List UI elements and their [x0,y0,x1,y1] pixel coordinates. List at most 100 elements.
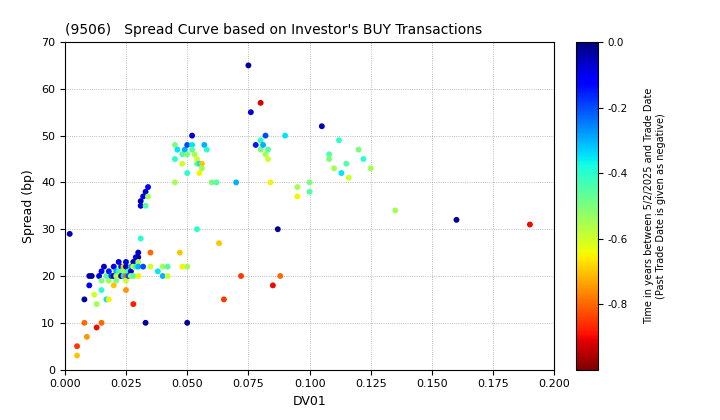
Point [115,263,127,270]
Point [181,263,193,270]
Point [98,263,109,270]
Point [78,296,90,303]
Point [192,226,203,233]
Point [213,240,225,247]
Point [125,268,137,275]
Point [260,151,271,158]
Point [194,170,205,176]
Point [130,263,142,270]
Point [113,268,125,275]
Point [192,156,203,163]
Point [199,142,210,148]
Point [132,249,144,256]
Point [127,259,139,265]
Point [262,146,274,153]
Point [125,263,137,270]
Point [265,179,276,186]
Point [201,146,212,153]
Point [206,179,217,186]
Point [103,277,114,284]
Point [196,160,207,167]
Point [365,165,377,172]
Point [179,146,191,153]
Point [235,273,247,279]
Point [304,189,315,195]
Point [323,151,335,158]
Point [243,62,254,69]
Point [110,268,122,275]
Point [186,146,198,153]
Point [274,273,286,279]
Point [143,184,154,190]
Point [181,142,193,148]
Point [143,193,154,200]
Point [113,259,125,265]
Point [245,109,256,116]
Text: Time in years between 5/2/2025 and Trade Date
(Past Trade Date is given as negat: Time in years between 5/2/2025 and Trade… [644,88,666,324]
Point [145,263,156,270]
Point [84,282,95,289]
Point [135,235,146,242]
Point [196,165,207,172]
Point [169,179,181,186]
Text: (9506)   Spread Curve based on Investor's BUY Transactions: (9506) Spread Curve based on Investor's … [65,23,482,37]
Point [140,189,151,195]
Point [120,273,132,279]
Point [255,146,266,153]
Point [181,151,193,158]
Point [189,151,200,158]
Point [118,273,130,279]
Point [120,263,132,270]
Point [86,273,97,279]
Point [118,263,130,270]
Point [186,142,198,148]
Point [353,146,364,153]
Point [96,277,107,284]
Point [89,291,100,298]
Point [84,273,95,279]
Point [171,146,183,153]
Point [101,273,112,279]
Point [333,137,345,144]
Point [176,263,188,270]
Point [96,268,107,275]
Point [152,268,163,275]
Point [91,324,102,331]
Point [71,343,83,349]
Point [118,268,130,275]
Point [122,273,134,279]
Point [176,160,188,167]
Point [64,231,76,237]
Point [108,282,120,289]
Point [218,296,230,303]
Point [341,160,352,167]
Point [390,207,401,214]
Point [145,249,156,256]
Point [358,156,369,163]
Point [103,296,114,303]
Point [125,273,137,279]
Point [176,151,188,158]
Point [230,179,242,186]
Point [138,263,149,270]
Point [96,287,107,294]
Point [130,254,142,261]
Point [174,249,186,256]
Point [115,268,127,275]
Point [169,142,181,148]
Point [169,156,181,163]
Point [101,296,112,303]
Point [127,273,139,279]
Point [132,259,144,265]
Point [140,202,151,209]
Point [194,160,205,167]
Point [157,273,168,279]
Point [162,273,174,279]
Point [78,320,90,326]
Point [138,193,149,200]
Point [157,263,168,270]
X-axis label: DV01: DV01 [293,395,326,408]
Point [108,263,120,270]
Point [113,273,125,279]
Point [110,273,122,279]
